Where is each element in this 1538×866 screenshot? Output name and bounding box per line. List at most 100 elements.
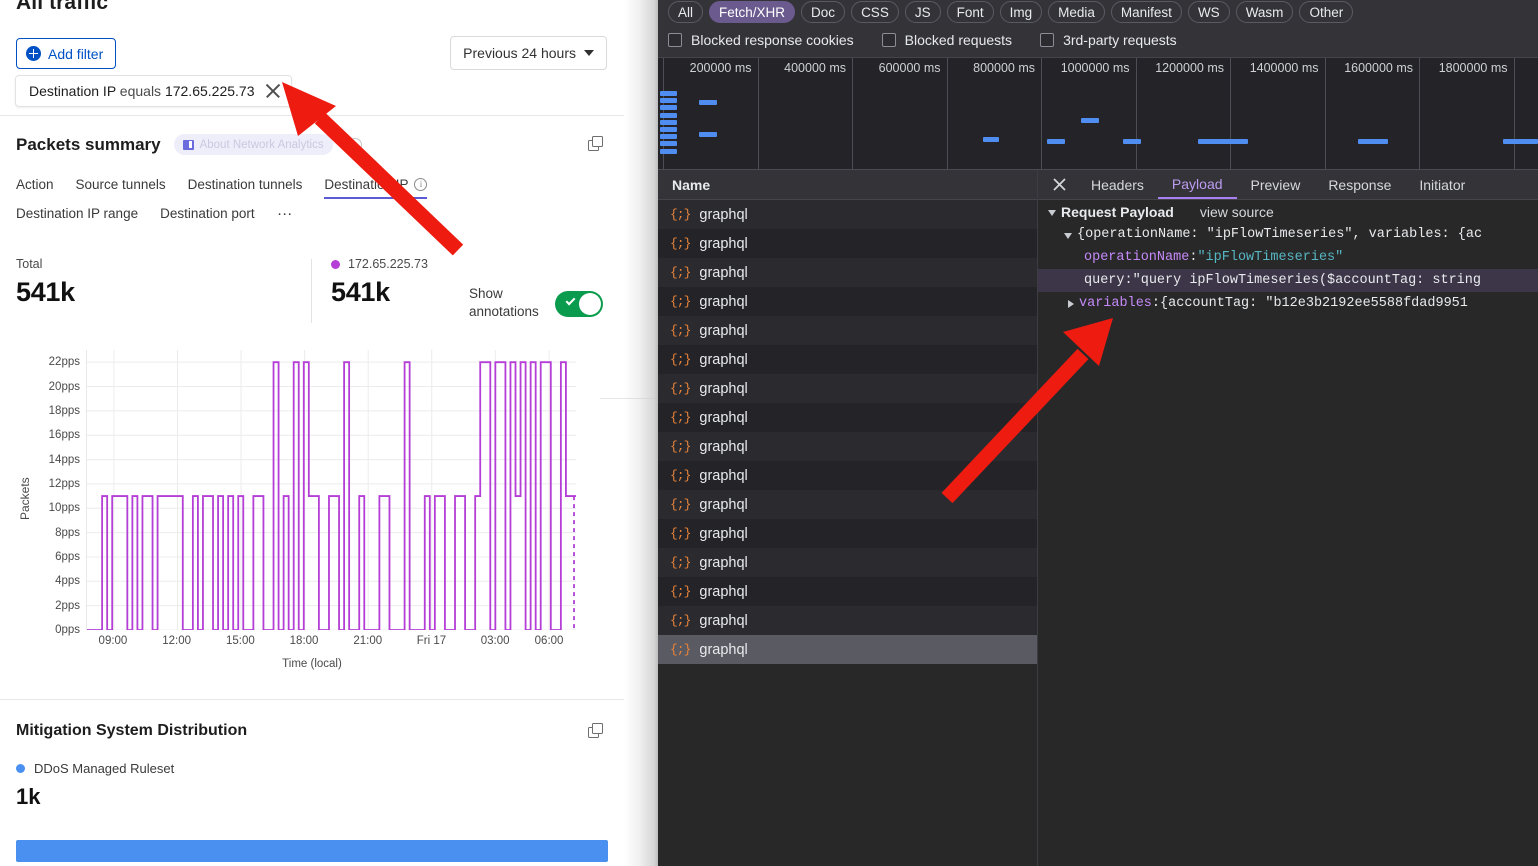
view-source-link[interactable]: view source xyxy=(1199,203,1274,220)
mitigation-bar xyxy=(16,840,608,862)
resource-type-filter-ws[interactable]: WS xyxy=(1187,1,1230,23)
detail-tab-bar: Headers Payload Preview Response Initiator xyxy=(1038,170,1538,200)
x-axis-title: Time (local) xyxy=(282,658,342,670)
dimension-tab-destination-ip[interactable]: Destination IP i xyxy=(324,177,428,199)
expand-card-icon[interactable] xyxy=(588,723,603,738)
resource-type-filter-media[interactable]: Media xyxy=(1048,1,1105,23)
chevron-down-icon[interactable] xyxy=(1048,209,1056,216)
checkbox-box[interactable] xyxy=(881,33,896,47)
x-axis-tick-labels: 09:00 12:00 15:00 18:00 21:00 Fri 17 03:00 06:0… xyxy=(86,635,576,651)
detail-tabs: Headers Payload Preview Response Initiator xyxy=(1077,170,1479,199)
show-annotations-toggle[interactable] xyxy=(555,291,603,317)
payload-value: "ipFlowTimeseries" xyxy=(1197,250,1344,265)
request-row[interactable]: {;} graphql xyxy=(658,258,1037,287)
request-row[interactable]: {;} graphql xyxy=(658,519,1037,548)
resource-type-filter-font[interactable]: Font xyxy=(946,1,994,23)
time-range-selector[interactable]: Previous 24 hours xyxy=(450,36,607,70)
json-icon: {;} xyxy=(670,323,691,338)
resource-type-filter-manifest[interactable]: Manifest xyxy=(1110,1,1182,23)
timeline-tick: 1200000 ms xyxy=(1135,58,1231,169)
dimension-tab-destination-tunnels[interactable]: Destination tunnels xyxy=(188,177,303,197)
checkbox-3rd-party-requests[interactable]: 3rd-party requests xyxy=(1040,32,1177,48)
payload-row-variables[interactable]: variables : {accountTag: "b12e3b2192ee55… xyxy=(1038,292,1538,315)
devtools-network-panel: All Fetch/XHR Doc CSS JS Font Img Media Manifest… xyxy=(658,0,1538,866)
timeline-tick: 2 xyxy=(1513,58,1538,169)
resource-type-filter-js[interactable]: JS xyxy=(904,1,941,23)
resource-type-filter-fetch-xhr[interactable]: Fetch/XHR xyxy=(709,1,796,23)
dimension-tabs-more-button[interactable]: … xyxy=(277,203,294,221)
payload-root-node[interactable]: {operationName: "ipFlowTimeseries", vari… xyxy=(1038,223,1538,246)
dimension-tab-label: Source tunnels xyxy=(75,177,166,192)
checkbox-box[interactable] xyxy=(1040,33,1055,47)
add-filter-button[interactable]: Add filter xyxy=(16,38,117,69)
request-name: graphql xyxy=(699,351,748,368)
resource-type-filter-all[interactable]: All xyxy=(668,1,704,23)
request-row[interactable]: {;} graphql xyxy=(658,287,1037,316)
resource-type-filter-doc[interactable]: Doc xyxy=(801,1,846,23)
request-row[interactable]: {;} graphql xyxy=(658,490,1037,519)
dimension-tab-destination-ip-range[interactable]: Destination IP range xyxy=(16,206,138,226)
request-name: graphql xyxy=(699,496,748,513)
request-row[interactable]: {;} graphql xyxy=(658,432,1037,461)
pane-divider xyxy=(624,0,658,866)
payload-row-query[interactable]: query : "query ipFlowTimeseries($account… xyxy=(1038,269,1538,292)
resource-type-filter-css[interactable]: CSS xyxy=(851,1,899,23)
x-tick-label: 06:00 xyxy=(534,635,564,647)
request-row[interactable]: {;} graphql xyxy=(658,229,1037,258)
payload-row-operationname[interactable]: operationName : "ipFlowTimeseries" xyxy=(1038,246,1538,269)
detail-tab-initiator[interactable]: Initiator xyxy=(1419,176,1466,193)
request-row[interactable]: {;} graphql xyxy=(658,374,1037,403)
request-bar xyxy=(1198,139,1248,144)
info-icon[interactable]: i xyxy=(414,178,428,191)
card-header: Packets summary About Network Analytics xyxy=(16,134,362,155)
resource-type-filter-img[interactable]: Img xyxy=(999,1,1043,23)
filter-chip-destination-ip[interactable]: Destination IP equals 172.65.225.73 xyxy=(15,75,293,107)
dimension-tab-action[interactable]: Action xyxy=(16,177,54,197)
expand-card-icon[interactable] xyxy=(588,136,603,151)
filter-chip-operator: equals xyxy=(119,83,162,99)
timeline-tick: 1400000 ms xyxy=(1230,58,1325,169)
request-name: graphql xyxy=(699,525,748,542)
request-row[interactable]: {;} graphql xyxy=(658,548,1037,577)
checkbox-blocked-response-cookies[interactable]: Blocked response cookies xyxy=(668,32,854,48)
request-row[interactable]: {;} graphql xyxy=(658,200,1037,229)
timeline-tick: 1000000 ms xyxy=(1041,58,1136,169)
request-row[interactable]: {;} graphql xyxy=(658,403,1037,432)
chevron-down-icon xyxy=(584,50,594,56)
request-list: Name {;} graphql {;} graphql {;} graphql {;} gr… xyxy=(658,170,1038,866)
chevron-right-icon[interactable] xyxy=(1068,299,1074,308)
close-icon[interactable] xyxy=(264,82,282,100)
resource-type-filters: All Fetch/XHR Doc CSS JS Font Img Media Manifest… xyxy=(668,1,1354,23)
request-row[interactable]: {;} graphql xyxy=(658,577,1037,606)
total-label: Total xyxy=(16,257,43,271)
timeline-tick: 1800000 ms xyxy=(1419,58,1514,169)
request-bar xyxy=(699,100,717,105)
request-row[interactable]: {;} graphql xyxy=(658,316,1037,345)
request-row[interactable]: {;} graphql xyxy=(658,635,1037,664)
chevron-down-icon[interactable] xyxy=(1064,232,1072,239)
request-row[interactable]: {;} graphql xyxy=(658,606,1037,635)
request-row[interactable]: {;} graphql xyxy=(658,345,1037,374)
request-list-header[interactable]: Name xyxy=(658,170,1037,200)
network-overview-timeline[interactable]: 200000 ms 400000 ms 600000 ms 800000 ms 1000… xyxy=(658,58,1538,170)
detail-tab-response[interactable]: Response xyxy=(1328,176,1392,193)
request-payload-section-header[interactable]: Request Payload view source xyxy=(1038,200,1538,223)
checkbox-box[interactable] xyxy=(668,33,682,47)
request-name: graphql xyxy=(699,409,748,426)
checkbox-blocked-requests[interactable]: Blocked requests xyxy=(881,32,1012,48)
checkbox-label: Blocked response cookies xyxy=(691,32,854,48)
dimension-tab-destination-port[interactable]: Destination port xyxy=(160,206,255,226)
dimension-tab-source-tunnels[interactable]: Source tunnels xyxy=(76,177,166,197)
request-name: graphql xyxy=(699,438,748,455)
json-icon: {;} xyxy=(670,555,691,570)
detail-tab-payload[interactable]: Payload xyxy=(1157,170,1237,199)
request-row[interactable]: {;} graphql xyxy=(658,461,1037,490)
dimension-tab-label: Destination tunnels xyxy=(187,177,303,192)
detail-tab-preview[interactable]: Preview xyxy=(1250,176,1301,193)
resource-type-filter-other[interactable]: Other xyxy=(1299,1,1354,23)
close-icon[interactable] xyxy=(1038,170,1077,199)
detail-tab-headers[interactable]: Headers xyxy=(1091,176,1144,193)
about-network-analytics-pill[interactable]: About Network Analytics xyxy=(173,134,333,155)
resource-type-filter-wasm[interactable]: Wasm xyxy=(1235,1,1294,23)
json-icon: {;} xyxy=(670,526,691,541)
